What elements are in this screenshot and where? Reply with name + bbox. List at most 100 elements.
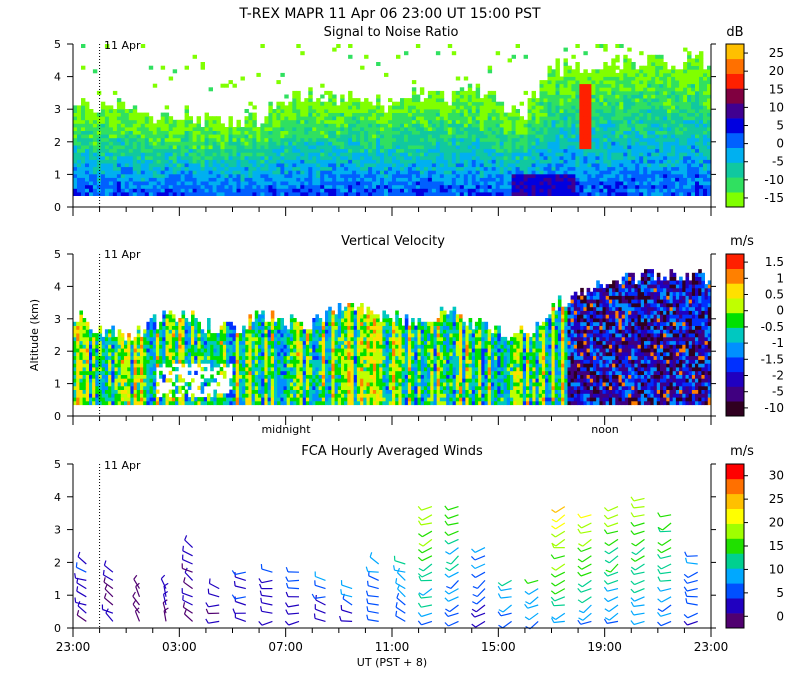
- snr-cell: [615, 90, 620, 95]
- snr-cell: [699, 101, 704, 106]
- snr-cell: [607, 155, 612, 160]
- snr-cell: [411, 80, 417, 85]
- snr-cell: [583, 155, 588, 160]
- snr-cell: [140, 119, 146, 124]
- snr-cell: [571, 105, 576, 110]
- snr-cell: [388, 116, 393, 121]
- snr-cell: [352, 184, 357, 189]
- snr-cell: [419, 159, 425, 164]
- snr-cell: [176, 177, 182, 182]
- snr-cell: [583, 94, 588, 99]
- snr-cell: [495, 181, 501, 186]
- snr-cell: [631, 69, 636, 74]
- snr-cell: [252, 145, 257, 150]
- snr-cell: [168, 123, 174, 128]
- snr-cell: [659, 72, 664, 77]
- snr-cell: [599, 145, 604, 150]
- snr-cell: [519, 116, 524, 121]
- snr-cell: [400, 170, 405, 175]
- snr-cell: [583, 109, 588, 113]
- snr-cell: [196, 188, 201, 193]
- snr-cell: [523, 192, 528, 196]
- snr-cell: [404, 137, 409, 142]
- snr-cell: [543, 119, 548, 124]
- snr-cell: [675, 87, 680, 92]
- snr-cell: [407, 119, 413, 124]
- snr-cell: [348, 134, 353, 139]
- snr-cell: [360, 177, 365, 182]
- snr-cell: [312, 145, 317, 150]
- snr-cell: [419, 116, 425, 121]
- snr-cell: [499, 127, 505, 131]
- snr-cell: [188, 181, 193, 186]
- snr-cell: [156, 170, 162, 175]
- snr-cell: [651, 152, 656, 157]
- snr-cell: [336, 177, 341, 182]
- snr-cell: [392, 181, 397, 186]
- snr-cell: [352, 109, 357, 113]
- snr-cell: [212, 130, 217, 135]
- snr-cell: [687, 173, 692, 178]
- snr-cell: [595, 44, 600, 48]
- snr-cell: [188, 141, 193, 146]
- snr-cell: [220, 141, 225, 146]
- snr-cell: [168, 137, 174, 142]
- snr-cell: [392, 141, 397, 146]
- snr-cell: [348, 181, 353, 186]
- snr-cell: [112, 123, 118, 128]
- snr-cell: [184, 173, 189, 178]
- snr-cell: [543, 163, 548, 168]
- snr-cell: [479, 181, 485, 186]
- snr-cell: [587, 105, 592, 110]
- velocity-cell: [92, 367, 96, 372]
- snr-cell: [284, 188, 289, 193]
- snr-cell: [124, 130, 130, 135]
- snr-cell: [268, 123, 273, 128]
- snr-cell: [296, 170, 301, 175]
- snr-cell: [679, 134, 684, 139]
- snr-cell: [180, 170, 186, 175]
- snr-cell: [81, 173, 86, 178]
- snr-cell: [607, 130, 612, 135]
- snr-cell: [483, 134, 489, 139]
- snr-cell: [423, 145, 429, 150]
- snr-cell: [435, 188, 441, 193]
- snr-cell: [691, 127, 696, 131]
- snr-cell: [647, 62, 652, 66]
- snr-cell: [639, 112, 644, 117]
- snr-cell: [220, 184, 225, 189]
- snr-cell: [124, 163, 130, 168]
- velocity-cell: [73, 348, 77, 353]
- snr-cell: [499, 123, 505, 128]
- snr-cell: [499, 177, 505, 182]
- snr-cell: [615, 184, 620, 189]
- snr-cell: [699, 83, 704, 88]
- velocity-cell: [114, 367, 119, 372]
- snr-cell: [104, 105, 110, 110]
- snr-cell: [344, 166, 349, 171]
- snr-cell: [459, 119, 465, 124]
- snr-cell: [679, 98, 684, 103]
- snr-cell: [220, 127, 225, 131]
- snr-cell: [623, 116, 628, 121]
- snr-cell: [276, 109, 281, 113]
- snr-cell: [499, 170, 505, 175]
- snr-cell: [527, 137, 532, 142]
- snr-cell: [415, 98, 421, 103]
- velocity-cell: [85, 355, 90, 360]
- snr-cell: [511, 163, 516, 168]
- snr-cell: [515, 112, 520, 117]
- snr-cell: [511, 137, 516, 142]
- snr-cell: [268, 155, 273, 160]
- snr-cell: [603, 109, 608, 113]
- snr-cell: [276, 123, 281, 128]
- snr-cell: [611, 145, 616, 150]
- snr-cell: [695, 119, 700, 124]
- snr-cell: [332, 166, 337, 171]
- snr-cell: [388, 188, 393, 193]
- snr-cell: [699, 170, 704, 175]
- snr-cell: [587, 83, 592, 88]
- velocity-cell: [95, 397, 99, 402]
- snr-cell: [272, 170, 277, 175]
- velocity-cell: [73, 344, 77, 349]
